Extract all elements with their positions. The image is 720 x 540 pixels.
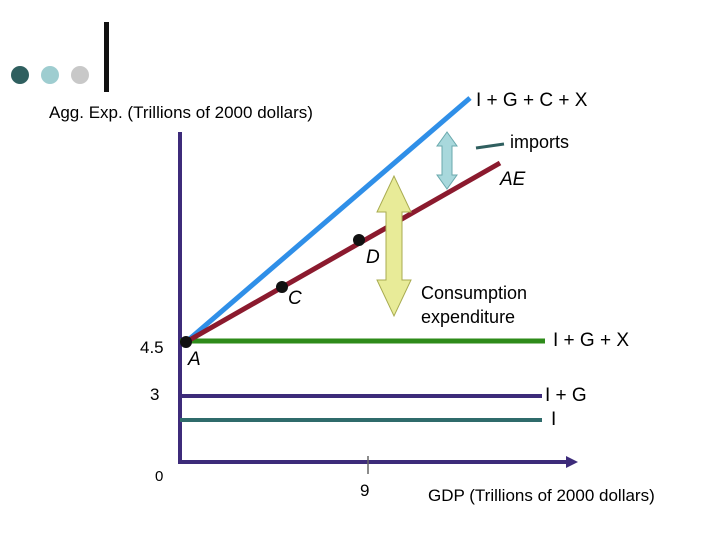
imports-pointer	[475, 142, 505, 150]
imports-label: imports	[510, 132, 570, 152]
deco-vertical-bar	[104, 22, 109, 92]
consumption-arrow	[376, 174, 412, 318]
y-axis-label: Agg. Exp. (Trillions of 2000 dollars)	[49, 103, 313, 122]
deco-dot-2	[41, 66, 59, 84]
point-c-marker	[276, 281, 288, 293]
x-axis-label: GDP (Trillions of 2000 dollars)	[428, 486, 655, 505]
point-d-marker	[353, 234, 365, 246]
point-d-label: D	[366, 247, 380, 268]
label-ae: AE	[500, 169, 526, 190]
deco-dot-3	[71, 66, 89, 84]
y-tick-4-5: 4.5	[140, 338, 164, 357]
point-a-marker	[180, 336, 192, 348]
origin-tick: 0	[155, 468, 164, 485]
consumption-label-line1: Consumption	[421, 283, 528, 303]
point-a-label: A	[188, 349, 201, 370]
line-ae	[184, 160, 502, 345]
x-axis-arrowhead	[566, 456, 578, 468]
label-i: I	[551, 409, 557, 430]
imports-arrow	[436, 131, 458, 190]
deco-dot-1	[11, 66, 29, 84]
line-igcx	[184, 96, 472, 344]
label-ig: I + G	[545, 385, 587, 406]
x-tick-9: 9	[360, 481, 370, 500]
label-igx: I + G + X	[553, 330, 630, 351]
point-c-label: C	[288, 288, 302, 309]
consumption-label-line2: expenditure	[421, 307, 516, 327]
y-tick-3: 3	[150, 385, 160, 404]
label-igcx: I + G + C + X	[476, 90, 588, 111]
